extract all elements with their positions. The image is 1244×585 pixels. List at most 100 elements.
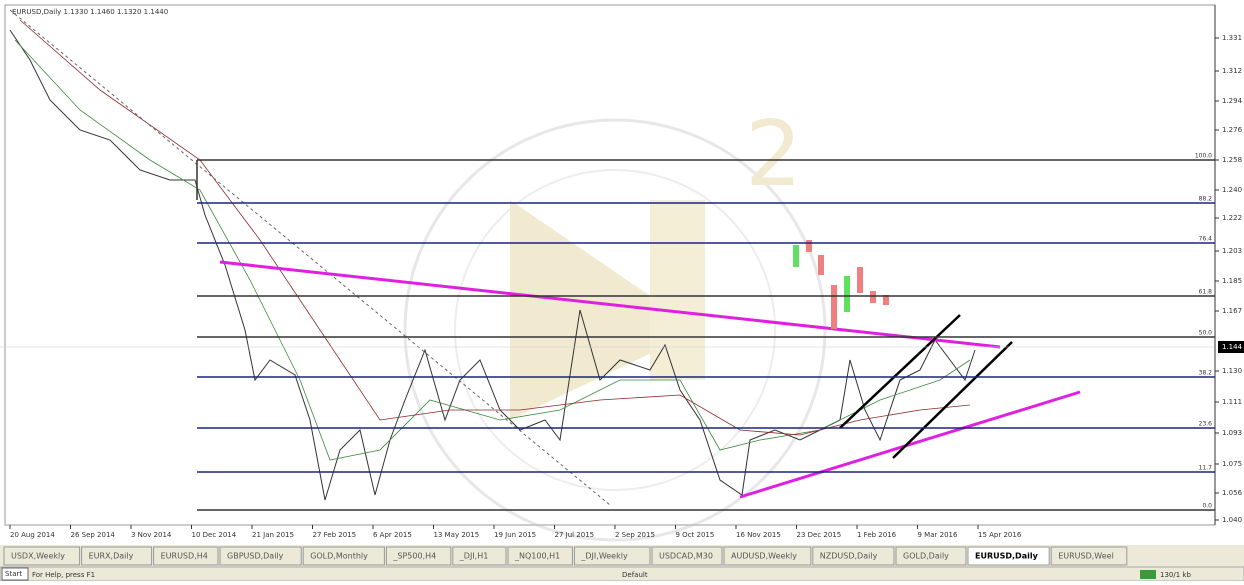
time-label: 19 Jun 2015 <box>494 531 536 539</box>
fib-label: 38.2 <box>1199 370 1213 377</box>
window-title: EURUSD,Daily 1.1330 1.1460 1.1320 1.1440 <box>12 8 168 16</box>
tab-label[interactable]: _NQ100,H1 <box>514 552 560 561</box>
tab[interactable] <box>81 546 153 566</box>
tab-label[interactable]: _DJI,H1 <box>459 552 489 561</box>
moving-average <box>19 19 971 436</box>
icon-candle <box>844 276 850 312</box>
price-label: 1.167 <box>1222 307 1242 315</box>
price-label: 1.185 <box>1222 277 1242 285</box>
watermark-shape <box>510 200 700 420</box>
connection-icon <box>1140 570 1156 579</box>
fib-label: 11.7 <box>1199 465 1213 472</box>
time-label: 21 Jan 2015 <box>252 531 294 539</box>
price-label: 1.276 <box>1222 126 1243 134</box>
price-label: 1.203 <box>1222 247 1242 255</box>
tab-label[interactable]: NZDUSD,Daily <box>820 552 878 561</box>
price-label: 1.258 <box>1222 156 1242 164</box>
tab[interactable] <box>651 546 723 566</box>
tab[interactable] <box>302 546 385 566</box>
help-text: For Help, press F1 <box>32 571 95 579</box>
price-label: 1.222 <box>1222 214 1242 222</box>
fib-label: 23.6 <box>1199 421 1213 428</box>
icon-candle <box>883 295 889 305</box>
time-label: 26 Sep 2014 <box>71 531 116 539</box>
time-label: 1 Feb 2016 <box>857 531 897 539</box>
icon-candle <box>857 267 863 293</box>
watermark-ring <box>454 169 776 491</box>
fib-label: 100.0 <box>1195 153 1212 160</box>
tab[interactable] <box>895 546 967 566</box>
tab-active[interactable] <box>967 546 1050 566</box>
price-label: 1.093 <box>1222 429 1242 437</box>
fib-label: 61.8 <box>1199 289 1213 296</box>
tab[interactable] <box>723 546 812 566</box>
tab-label[interactable]: USDX,Weekly <box>11 552 65 561</box>
tab-label[interactable]: USDCAD,M30 <box>659 552 713 561</box>
time-label: 20 Aug 2014 <box>10 531 55 539</box>
current-price-box <box>1218 341 1244 353</box>
fib-label: 50.0 <box>1199 330 1213 337</box>
tab[interactable] <box>812 546 895 566</box>
icon-candle <box>806 240 812 252</box>
time-label: 9 Oct 2015 <box>676 531 715 539</box>
price-label: 1.056 <box>1222 489 1243 497</box>
time-label: 9 Mar 2016 <box>918 531 958 539</box>
tab[interactable] <box>385 546 452 566</box>
price-label: 1.331 <box>1222 34 1242 42</box>
price-label: 1.040 <box>1222 516 1242 524</box>
trend-line <box>9 9 611 506</box>
time-label: 10 Dec 2014 <box>192 531 237 539</box>
tab[interactable] <box>3 546 81 566</box>
icon-candle <box>818 255 824 275</box>
time-label: 3 Nov 2014 <box>131 531 172 539</box>
watermark-digit: 2 <box>745 102 802 207</box>
fib-label: 0.0 <box>1202 503 1212 510</box>
tab-label[interactable]: EURX,Daily <box>89 552 134 561</box>
tab-label[interactable]: GOLD,Daily <box>903 552 949 561</box>
watermark: 2 <box>403 102 827 542</box>
tab-label[interactable]: EURUSD,Weel <box>1058 552 1114 561</box>
resistance-line <box>219 260 1001 349</box>
time-label: 2 Sep 2015 <box>615 531 655 539</box>
tab[interactable] <box>219 546 302 566</box>
start-box[interactable] <box>1 567 29 581</box>
price-label: 1.312 <box>1222 67 1242 75</box>
watermark-shape <box>650 200 705 380</box>
tab[interactable] <box>153 546 219 566</box>
price-label: 1.130 <box>1222 367 1242 375</box>
time-label: 27 Feb 2015 <box>313 531 357 539</box>
traffic: 130/1 kb <box>1160 571 1191 579</box>
tab-label[interactable]: _DJI,Weekly <box>580 552 628 561</box>
price-label: 1.075 <box>1222 460 1242 468</box>
time-label: 6 Apr 2015 <box>373 531 412 539</box>
tab[interactable] <box>507 546 573 566</box>
tab[interactable] <box>573 546 651 566</box>
price-label: 1.240 <box>1222 186 1242 194</box>
tab[interactable] <box>452 546 507 566</box>
tab-label[interactable]: EURUSD,H4 <box>161 552 208 561</box>
candles-icon <box>793 240 889 329</box>
icon-candle <box>870 291 876 303</box>
tab-label[interactable]: EURUSD,Daily <box>975 552 1039 561</box>
watermark-ring <box>403 118 827 542</box>
tab-label[interactable]: AUDUSD,Weekly <box>731 552 797 561</box>
price-label: 1.111 <box>1222 398 1242 406</box>
start-label[interactable]: Start <box>5 570 22 578</box>
time-label: 16 Nov 2015 <box>736 531 781 539</box>
price-label: 1.294 <box>1222 97 1243 105</box>
tab[interactable] <box>1050 546 1128 566</box>
fib-label: 76.4 <box>1199 236 1213 243</box>
tab-label[interactable]: _SP500,H4 <box>392 552 436 561</box>
time-label: 15 Apr 2016 <box>978 531 1022 539</box>
time-label: 13 May 2015 <box>434 531 480 539</box>
icon-candle <box>793 245 799 267</box>
time-label: 27 Jul 2015 <box>555 531 595 539</box>
fib-label: 88.2 <box>1199 196 1213 203</box>
channel-line <box>892 341 1013 459</box>
tab-label[interactable]: GOLD,Monthly <box>310 552 368 561</box>
profile: Default <box>622 571 648 579</box>
tab-label[interactable]: GBPUSD,Daily <box>227 552 284 561</box>
